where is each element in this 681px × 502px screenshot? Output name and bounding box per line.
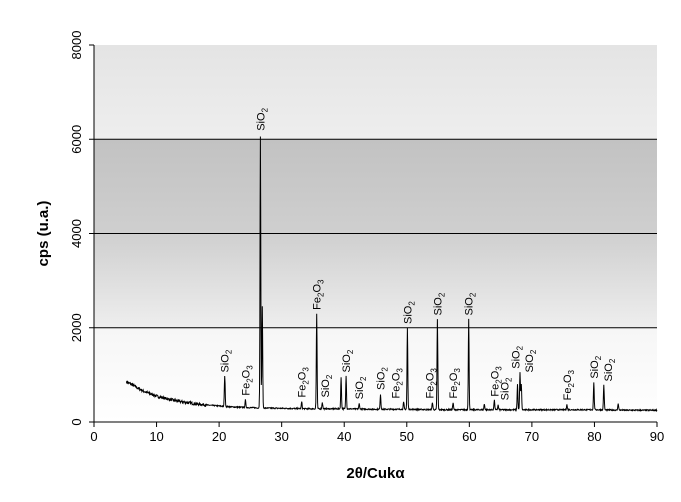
peak-label: SiO2 [432,292,446,315]
x-tick-label: 70 [525,429,539,444]
diffractogram-line [126,136,658,413]
x-tick-label: 30 [274,429,288,444]
y-tick-label: 4000 [69,219,84,248]
gridlines [94,138,657,329]
y-tick-label: 8000 [69,31,84,60]
y-tick-label: 0 [69,418,84,425]
peak-label: SiO2 [255,107,269,130]
peak-label: Fe2O3 [312,279,326,310]
peak-label: SiO2 [603,358,617,381]
plot-band-top [94,45,657,140]
peak-label: Fe2O3 [391,368,405,399]
peak-label: Fe2O3 [240,365,254,396]
peak-label: Fe2O3 [297,367,311,398]
peak-label: SiO2 [341,349,355,372]
x-tick-label: 60 [462,429,476,444]
peak-label: SiO2 [402,301,416,324]
x-tick-label: 40 [337,429,351,444]
peak-label: SiO2 [354,376,368,399]
peak-label: SiO2 [220,349,234,372]
x-tick-label: 20 [212,429,226,444]
peak-label: Fe2O3 [562,369,576,400]
y-tick-label: 2000 [69,313,84,342]
x-tick-label: 90 [650,429,664,444]
tick-labels: 0 10 20 30 40 50 60 70 80 90 0 2000 4000 6000 8000 [69,31,664,444]
x-tick-label: 10 [149,429,163,444]
plot-band-bottom [94,327,657,422]
x-tick-label: 50 [400,429,414,444]
y-axis-label: cps (u.a.) [35,201,52,267]
peak-label: Fe2O3 [448,368,462,399]
peak-label: SiO2 [320,374,334,397]
x-axis-label: 2θ/Cukα [346,465,405,482]
peak-label: SiO2 [464,292,478,315]
peak-label: Fe2O3 [489,366,503,397]
axes [89,44,658,427]
peak-label: SiO2 [376,367,390,390]
x-tick-label: 80 [587,429,601,444]
peak-label: Fe2O3 [424,368,438,399]
peak-label: SiO2 [499,377,513,400]
x-tick-label: 0 [90,429,97,444]
diffractogram-series [126,136,658,413]
peak-label: SiO2 [589,355,603,378]
y-tick-label: 6000 [69,125,84,154]
peak-label: SiO2 [524,349,538,372]
peak-label: SiO2 [511,345,525,368]
